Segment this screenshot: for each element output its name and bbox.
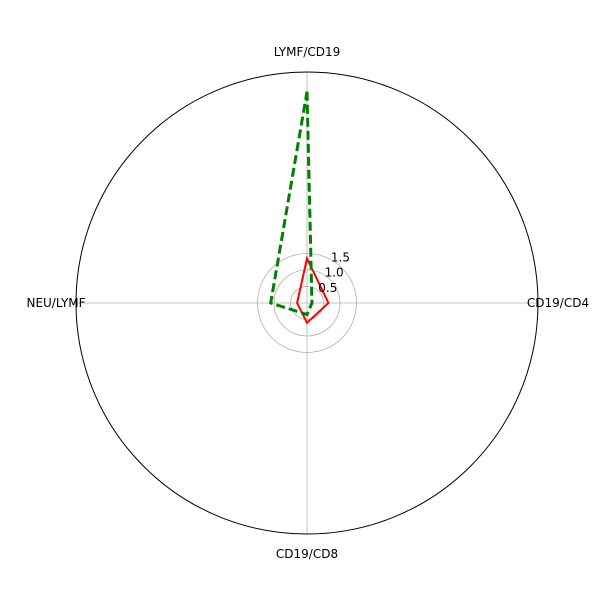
rtick-gridcircle: [273, 269, 341, 337]
rtick-gridcircle: [257, 253, 357, 353]
series-line-2: [269, 91, 314, 317]
outer-frame-circle: [75, 71, 539, 535]
rtick-label: 1.5: [331, 250, 350, 264]
rtick-label: 1.0: [325, 266, 344, 280]
tick-layer: 0.51.0 1.5: [318, 250, 350, 295]
axis-label: NEU/LYMF: [26, 296, 85, 310]
rtick-label: 0.5: [318, 281, 337, 295]
axis-label-layer: LYMF/CD19 CD19/CD4 CD19/CD8 NEU/LYMF: [26, 45, 589, 561]
rtick-gridcircle: [290, 286, 324, 320]
series-layer: [269, 91, 330, 325]
grid-layer: [75, 71, 539, 535]
axis-label: CD19/CD8: [276, 547, 338, 561]
axis-label: LYMF/CD19: [274, 45, 341, 59]
axis-label: CD19/CD4: [527, 296, 589, 310]
series-line-1: [296, 255, 330, 325]
